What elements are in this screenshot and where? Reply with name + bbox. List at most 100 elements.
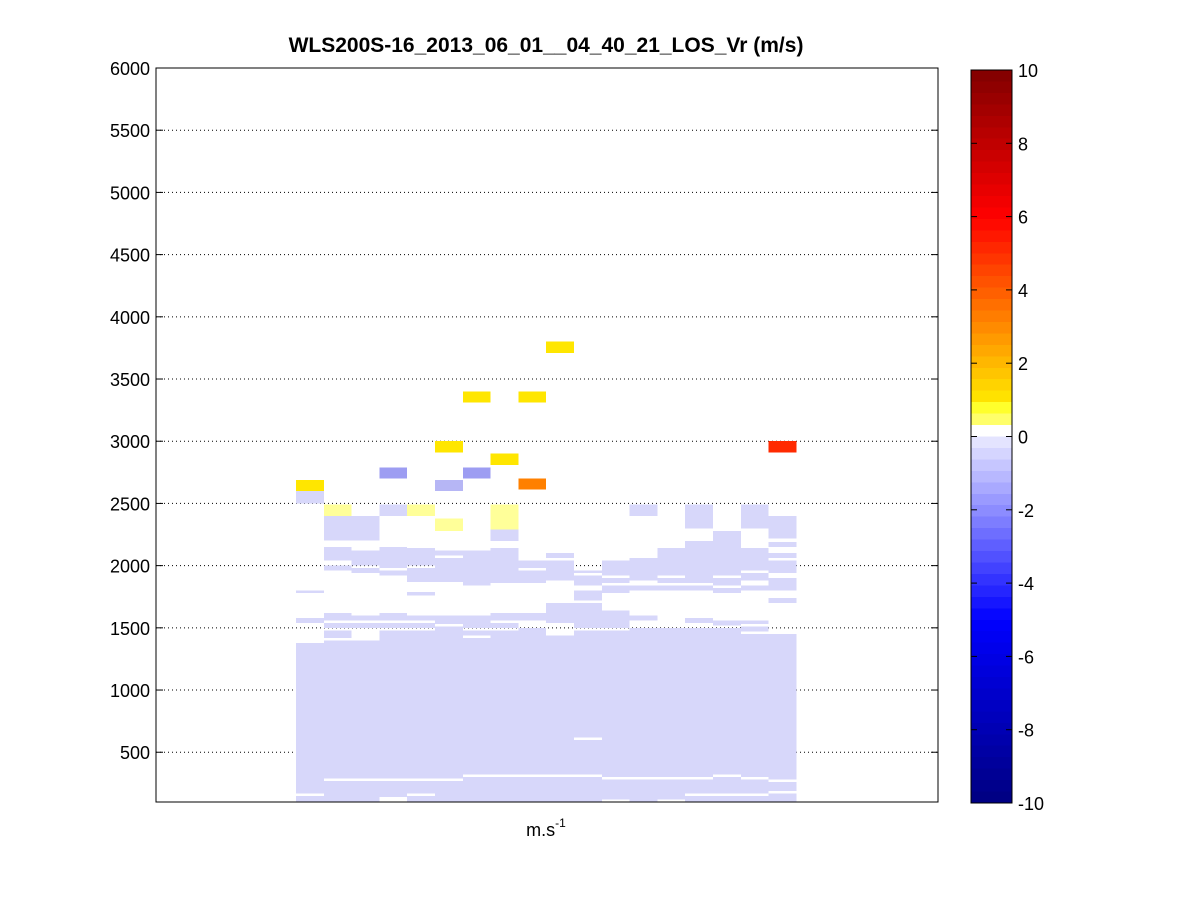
colorbar-segment [971, 70, 1012, 82]
heatmap-cell [657, 779, 686, 800]
heatmap-cell [574, 777, 602, 802]
heatmap-cell [518, 777, 547, 802]
y-tick-label: 6000 [110, 59, 150, 79]
colorbar-tick-label: -2 [1018, 501, 1034, 521]
axes-frame [155, 67, 939, 803]
colorbar-tick-label: -8 [1018, 721, 1034, 741]
colorbar-segment [971, 104, 1012, 117]
heatmap-cell [518, 560, 547, 569]
heatmap-cell [351, 622, 380, 628]
heatmap-cell [629, 615, 658, 621]
heatmap-cell [323, 612, 352, 621]
colorbar-segment [971, 287, 1012, 300]
colorbar-segment [971, 768, 1012, 781]
colorbar-segment [971, 230, 1012, 243]
colorbar-segment [971, 253, 1012, 266]
colorbar-segment [971, 150, 1012, 163]
heatmap-cell [490, 622, 519, 628]
colorbar-tick-labels: -10 -8 -6 -4 -2 0 2 4 6 8 10 [971, 61, 1044, 814]
colorbar-segment [971, 138, 1012, 151]
heatmap-cell [407, 630, 435, 779]
heatmap-cell [296, 490, 324, 504]
heatmap-cell [740, 620, 769, 625]
heatmap-cell [685, 504, 713, 529]
heatmap-cell [574, 739, 602, 775]
colorbar-segment [971, 92, 1012, 105]
heatmap-cell [546, 553, 574, 559]
heatmap-cell [740, 548, 769, 571]
colorbar-segment [971, 276, 1012, 289]
heatmap-cell [713, 588, 741, 593]
colorbar-segment [971, 642, 1012, 655]
heatmap-cell [518, 570, 547, 584]
heatmap-cell [407, 548, 435, 566]
heatmap-cell [379, 780, 408, 798]
heatmap-cell [574, 602, 602, 628]
heatmap-cell [768, 634, 797, 780]
colorbar-segment [971, 173, 1012, 186]
heatmap-cell [379, 622, 408, 628]
heatmap-cell [323, 622, 352, 628]
heatmap-cell [435, 441, 463, 453]
heatmap-cell [740, 634, 769, 778]
colorbar-segment [971, 356, 1012, 369]
colorbar-segment [971, 745, 1012, 758]
heatmap-cell [546, 602, 574, 623]
colorbar-segment [971, 218, 1012, 231]
heatmap-cell [629, 585, 658, 591]
heatmap-cell [296, 795, 324, 802]
heatmap-cell [490, 548, 519, 584]
heatmap-cell [601, 560, 630, 576]
heatmap-cell [490, 630, 519, 775]
colorbar-segment [971, 608, 1012, 621]
colorbar-segment [971, 654, 1012, 667]
colorbar-segment [971, 757, 1012, 770]
colorbar-tick-label: -6 [1018, 647, 1034, 667]
y-tick-label: 500 [120, 743, 150, 763]
heatmap-cell [462, 550, 491, 586]
colorbar-segment [971, 379, 1012, 392]
heatmap-cell [407, 780, 435, 794]
colorbar-segment [971, 425, 1012, 437]
heatmap-cell [323, 780, 352, 802]
heatmap-cell [351, 515, 380, 541]
colorbar-segment [971, 699, 1012, 712]
heatmap-cells [296, 341, 797, 802]
heatmap-cell [323, 565, 352, 571]
colorbar-tick-label: 10 [1018, 61, 1038, 81]
colorbar-segment [971, 516, 1012, 529]
heatmap-cell [462, 637, 491, 775]
y-tick-label: 3000 [110, 432, 150, 452]
heatmap-cell [407, 795, 435, 802]
colorbar-segment [971, 459, 1012, 472]
heatmap-cell [379, 570, 408, 576]
colorbar-segment [971, 390, 1012, 403]
y-tick-label: 1500 [110, 619, 150, 639]
heatmap-cell [435, 550, 463, 556]
colorbar-segment [971, 722, 1012, 735]
heatmap-cell [713, 620, 741, 626]
heatmap-cell [518, 478, 547, 490]
heatmap-cell [435, 558, 463, 582]
y-tick-label: 2500 [110, 494, 150, 514]
colorbar-segment [971, 493, 1012, 506]
heatmap-cell [546, 635, 574, 775]
heatmap-cell [435, 518, 463, 531]
heatmap-cell [768, 553, 797, 559]
colorbar-segment [971, 413, 1012, 426]
heatmap-cell [601, 585, 630, 593]
heatmap-cell [740, 585, 769, 591]
heatmap-cell [462, 630, 491, 636]
colorbar-segment [971, 573, 1012, 586]
colorbar-segment [971, 161, 1012, 174]
heatmap-cell [629, 558, 658, 581]
heatmap-cell [323, 630, 352, 638]
colorbar-segment [971, 241, 1012, 254]
heatmap-cell [407, 568, 435, 582]
colorbar [970, 69, 1013, 804]
heatmap-cell [713, 530, 741, 576]
colorbar-segment [971, 264, 1012, 277]
colorbar-segment [971, 310, 1012, 323]
heatmap-cell [462, 615, 491, 628]
colorbar-segment [971, 780, 1012, 793]
